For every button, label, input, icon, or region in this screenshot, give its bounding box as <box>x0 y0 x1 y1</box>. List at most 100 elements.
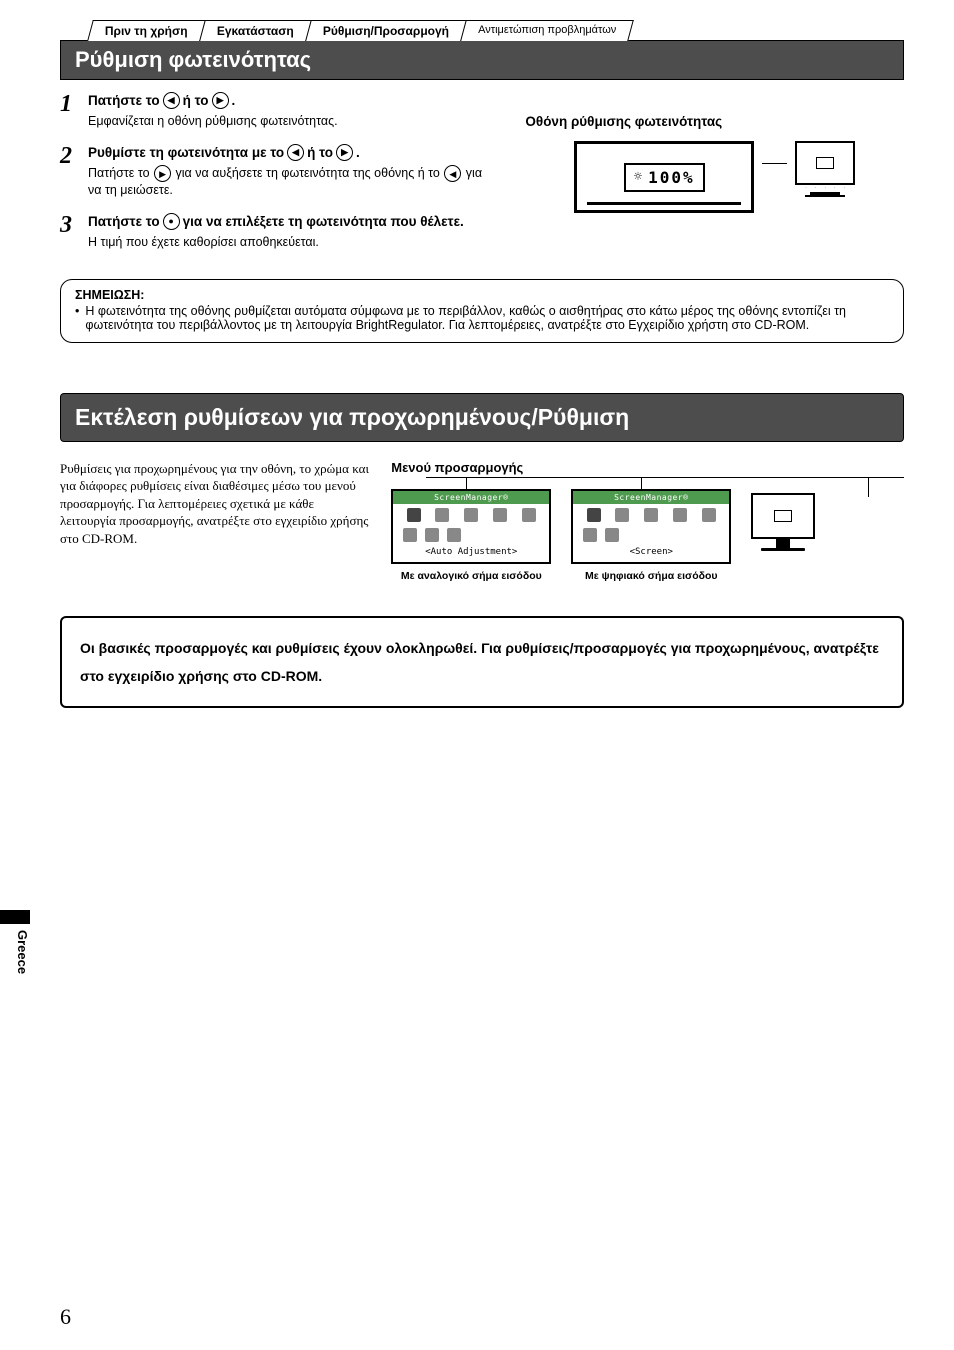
text: ή το <box>183 93 209 108</box>
menu-item-icon <box>493 508 507 522</box>
tab-troubleshooting[interactable]: Αντιμετώπιση προβλημάτων <box>460 20 634 41</box>
side-tab-country: Greece <box>0 910 30 974</box>
menu-item-icon <box>447 528 461 542</box>
menu-item-icon <box>407 508 421 522</box>
menu-analog-wrap: ScreenManager® < <box>391 489 551 582</box>
tab-installation[interactable]: Εγκατάσταση <box>199 20 312 41</box>
right-arrow-icon: ▶ <box>154 165 171 182</box>
menu-selected-label: <Screen> <box>573 544 729 558</box>
section-advanced-title: Εκτέλεση ρυθμίσεων για προχωρημένους/Ρύθ… <box>60 393 904 442</box>
step-subtext: Η τιμή που έχετε καθορίσει αποθηκεύεται. <box>88 234 495 251</box>
menu-item-icon <box>702 508 716 522</box>
note-text: Η φωτεινότητα της οθόνης ρυθμίζεται αυτό… <box>85 304 889 332</box>
text: για να αυξήσετε τη φωτεινότητα της οθόνη… <box>172 166 443 180</box>
text: Πατήστε το <box>88 93 160 108</box>
menu-header: ScreenManager® <box>573 491 729 504</box>
page-root: Πριν τη χρήση Εγκατάσταση Ρύθμιση/Προσαρ… <box>0 0 954 1350</box>
step-subtext: Πατήστε το ▶ για να αυξήσετε τη φωτεινότ… <box>88 165 495 199</box>
text: Ρυθμίστε τη φωτεινότητα με το <box>88 145 284 160</box>
step-number: 1 <box>60 92 80 130</box>
enter-icon: ● <box>163 213 180 230</box>
tab-before-use[interactable]: Πριν τη χρήση <box>87 20 205 41</box>
tab-label: Αντιμετώπιση προβλημάτων <box>478 24 616 36</box>
brightness-bar <box>587 202 741 205</box>
menu-item-icon <box>587 508 601 522</box>
menu-item-icon <box>435 508 449 522</box>
tab-label: Ρύθμιση/Προσαρμογή <box>322 24 448 38</box>
brightness-osd: ☼ 100% <box>574 141 754 213</box>
menu-icons <box>573 524 729 544</box>
step-heading: Πατήστε το ● για να επιλέξετε τη φωτεινό… <box>88 213 495 230</box>
menus-heading: Μενού προσαρμογής <box>391 460 904 475</box>
left-arrow-icon: ◀ <box>444 165 461 182</box>
page-number: 6 <box>60 1304 71 1330</box>
note-body: • Η φωτεινότητα της οθόνης ρυθμίζεται αυ… <box>75 304 889 332</box>
text: ή το <box>307 145 333 160</box>
step-3: 3 Πατήστε το ● για να επιλέξετε τη φωτει… <box>60 213 495 251</box>
step-body: Ρυθμίστε τη φωτεινότητα με το ◀ ή το ▶ .… <box>88 144 495 199</box>
step-body: Πατήστε το ● για να επιλέξετε τη φωτεινό… <box>88 213 495 251</box>
note-heading: ΣΗΜΕΙΩΣΗ: <box>75 288 889 302</box>
menu-selected-label: <Auto Adjustment> <box>393 544 549 558</box>
advanced-content: Ρυθμίσεις για προχωρημένους για την οθόν… <box>60 460 904 582</box>
menu-item-icon <box>605 528 619 542</box>
advanced-menus: Μενού προσαρμογής ScreenManager® <box>391 460 904 582</box>
step-heading: Πατήστε το ◀ ή το ▶ . <box>88 92 495 109</box>
monitor-icon <box>751 493 815 553</box>
menu-boxes-row: ScreenManager® < <box>391 489 904 582</box>
right-arrow-icon: ▶ <box>212 92 229 109</box>
step-number: 2 <box>60 144 80 199</box>
brightness-content: 1 Πατήστε το ◀ ή το ▶ . Εμφανίζεται η οθ… <box>60 92 904 265</box>
brightness-screen-heading: Οθόνη ρύθμισης φωτεινότητας <box>525 114 904 129</box>
step-number: 3 <box>60 213 80 251</box>
note-box: ΣΗΜΕΙΩΣΗ: • Η φωτεινότητα της οθόνης ρυθ… <box>60 279 904 343</box>
bullet: • <box>75 304 79 332</box>
menu-item-icon <box>644 508 658 522</box>
menu-digital-wrap: ScreenManager® <Screen> <box>571 489 731 582</box>
menu-item-icon <box>673 508 687 522</box>
menu-item-icon <box>583 528 597 542</box>
menu-item-icon <box>522 508 536 522</box>
menu-item-icon <box>425 528 439 542</box>
sun-icon: ☼ <box>634 169 644 185</box>
text: Πατήστε το <box>88 166 153 180</box>
text: . <box>356 145 360 160</box>
menu-icons <box>393 504 549 524</box>
brightness-value-box: ☼ 100% <box>624 163 705 192</box>
menu-caption-digital: Με ψηφιακό σήμα εισόδου <box>571 570 731 582</box>
menu-item-icon <box>403 528 417 542</box>
steps-column: 1 Πατήστε το ◀ ή το ▶ . Εμφανίζεται η οθ… <box>60 92 495 265</box>
menu-item-icon <box>464 508 478 522</box>
conclusion-box: Οι βασικές προσαρμογές και ρυθμίσεις έχο… <box>60 616 904 708</box>
step-2: 2 Ρυθμίστε τη φωτεινότητα με το ◀ ή το ▶… <box>60 144 495 199</box>
text: Πατήστε το <box>88 214 160 229</box>
menu-icons <box>573 504 729 524</box>
left-arrow-icon: ◀ <box>163 92 180 109</box>
advanced-text: Ρυθμίσεις για προχωρημένους για την οθόν… <box>60 460 371 548</box>
menu-analog: ScreenManager® < <box>391 489 551 564</box>
illustration-column: Οθόνη ρύθμισης φωτεινότητας ☼ 100% ····· <box>525 92 904 265</box>
tab-label: Εγκατάσταση <box>217 24 294 38</box>
connector-lines <box>391 477 904 489</box>
brightness-illustration: ☼ 100% ····· <box>525 141 904 213</box>
right-arrow-icon: ▶ <box>336 144 353 161</box>
step-heading: Ρυθμίστε τη φωτεινότητα με το ◀ ή το ▶ . <box>88 144 495 161</box>
brightness-value: 100% <box>648 168 695 187</box>
menu-item-icon <box>615 508 629 522</box>
step-1: 1 Πατήστε το ◀ ή το ▶ . Εμφανίζεται η οθ… <box>60 92 495 130</box>
menu-icons <box>393 524 549 544</box>
tab-label: Πριν τη χρήση <box>105 24 188 38</box>
step-subtext: Εμφανίζεται η οθόνη ρύθμισης φωτεινότητα… <box>88 113 495 130</box>
menu-header: ScreenManager® <box>393 491 549 504</box>
text: . <box>232 93 236 108</box>
step-body: Πατήστε το ◀ ή το ▶ . Εμφανίζεται η οθόν… <box>88 92 495 130</box>
text: για να επιλέξετε τη φωτεινότητα που θέλε… <box>183 214 464 229</box>
menu-digital: ScreenManager® <Screen> <box>571 489 731 564</box>
connector-line <box>762 163 787 164</box>
tab-strip: Πριν τη χρήση Εγκατάσταση Ρύθμιση/Προσαρ… <box>90 20 904 41</box>
monitor-icon: ····· <box>795 141 855 197</box>
section-brightness-title: Ρύθμιση φωτεινότητας <box>60 40 904 80</box>
tab-adjustment[interactable]: Ρύθμιση/Προσαρμογή <box>305 20 467 41</box>
left-arrow-icon: ◀ <box>287 144 304 161</box>
menu-caption-analog: Με αναλογικό σήμα εισόδου <box>391 570 551 582</box>
